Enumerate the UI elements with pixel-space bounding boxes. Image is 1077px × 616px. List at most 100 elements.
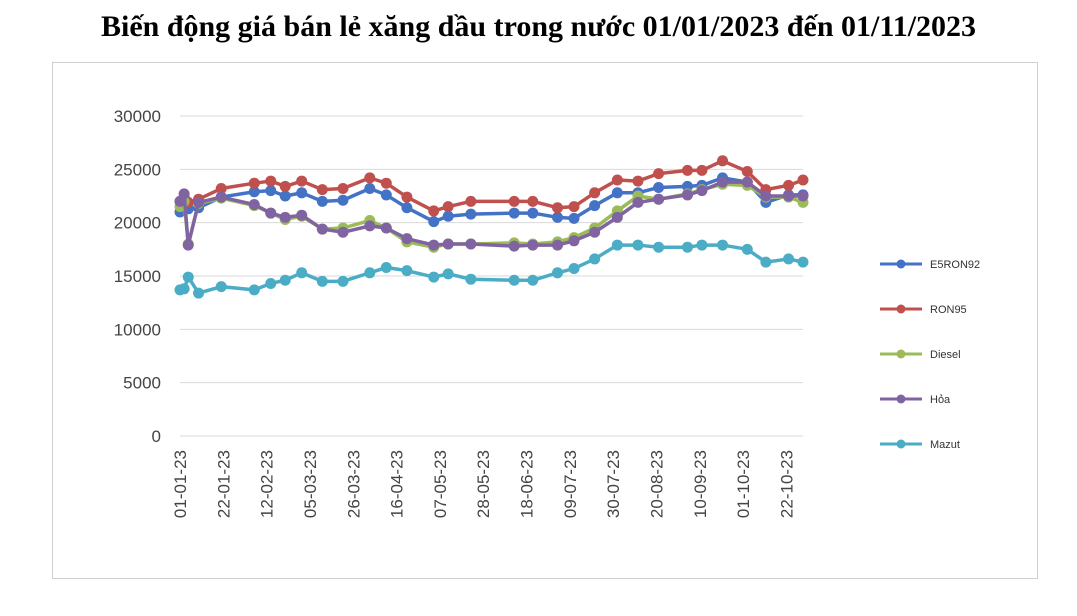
y-tick-label: 25000 xyxy=(114,160,161,179)
data-point xyxy=(265,207,277,219)
data-point xyxy=(465,195,477,207)
data-point xyxy=(717,239,729,251)
data-point xyxy=(508,274,520,286)
data-point xyxy=(681,189,693,201)
legend-swatch-marker xyxy=(896,394,906,404)
data-point xyxy=(193,287,205,299)
data-point xyxy=(760,190,772,202)
data-point xyxy=(364,183,376,195)
data-point xyxy=(380,261,392,273)
data-point xyxy=(783,253,795,265)
data-point xyxy=(741,165,753,177)
data-point xyxy=(364,267,376,279)
data-point xyxy=(527,195,539,207)
data-point xyxy=(265,277,277,289)
data-point xyxy=(465,238,477,250)
data-point xyxy=(568,201,580,213)
data-point xyxy=(508,240,520,252)
x-tick-label: 05-03-23 xyxy=(301,450,320,518)
data-point xyxy=(696,164,708,176)
x-axis-ticks: 01-01-23 22-01-23 12-02-23 05-03-23 26-03-23… xyxy=(171,450,796,518)
y-tick-label: 5000 xyxy=(123,374,161,393)
data-point xyxy=(215,191,227,203)
x-tick-label: 07-05-23 xyxy=(431,450,450,518)
x-tick-label: 01-10-23 xyxy=(734,450,753,518)
data-point xyxy=(380,177,392,189)
data-point xyxy=(568,212,580,224)
data-point xyxy=(589,253,601,265)
data-point xyxy=(337,183,349,195)
x-tick-label: 10-09-23 xyxy=(691,450,710,518)
y-tick-label: 15000 xyxy=(114,267,161,286)
data-point xyxy=(215,281,227,293)
x-tick-label: 01-01-23 xyxy=(171,450,190,518)
data-point xyxy=(568,235,580,247)
x-tick-label: 22-10-23 xyxy=(777,450,796,518)
data-point xyxy=(316,184,328,196)
legend-label: Mazut xyxy=(930,439,960,451)
data-point xyxy=(316,195,328,207)
data-point xyxy=(380,189,392,201)
x-tick-label: 12-02-23 xyxy=(258,450,277,518)
data-point xyxy=(337,194,349,206)
legend-swatch-marker xyxy=(896,439,906,449)
data-point xyxy=(611,239,623,251)
data-point xyxy=(380,222,392,234)
data-point xyxy=(568,263,580,275)
data-point xyxy=(182,239,194,251)
data-point xyxy=(401,233,413,245)
x-tick-label: 28-05-23 xyxy=(474,450,493,518)
data-point xyxy=(279,211,291,223)
data-point xyxy=(632,196,644,208)
data-point xyxy=(401,191,413,203)
legend-swatch-marker xyxy=(896,304,906,314)
y-tick-label: 30000 xyxy=(114,107,161,126)
chart-frame xyxy=(52,62,1038,579)
data-point xyxy=(193,196,205,208)
data-point xyxy=(248,186,260,198)
data-point xyxy=(428,239,440,251)
series-lines xyxy=(174,155,809,299)
x-tick-label: 09-07-23 xyxy=(561,450,580,518)
data-point xyxy=(178,188,190,200)
data-point xyxy=(401,202,413,214)
data-point xyxy=(296,209,308,221)
data-point xyxy=(552,202,564,214)
data-point xyxy=(442,201,454,213)
x-tick-label: 22-01-23 xyxy=(214,450,233,518)
data-point xyxy=(611,187,623,199)
data-point xyxy=(653,181,665,193)
data-point xyxy=(681,164,693,176)
data-point xyxy=(552,239,564,251)
x-tick-label: 18-06-23 xyxy=(518,450,537,518)
data-point xyxy=(552,267,564,279)
data-point xyxy=(265,175,277,187)
gridlines xyxy=(180,115,803,437)
data-point xyxy=(296,175,308,187)
data-point xyxy=(248,284,260,296)
legend-label: RON95 xyxy=(930,304,967,316)
data-point xyxy=(265,185,277,197)
data-point xyxy=(316,275,328,287)
data-point xyxy=(632,239,644,251)
data-point xyxy=(337,275,349,287)
data-point xyxy=(442,210,454,222)
legend-swatch-marker xyxy=(896,349,906,359)
data-point xyxy=(741,176,753,188)
data-point xyxy=(589,200,601,212)
data-point xyxy=(442,238,454,250)
chart-title: Biến động giá bán lẻ xăng dầu trong nước… xyxy=(100,10,977,43)
data-point xyxy=(465,273,477,285)
data-point xyxy=(508,195,520,207)
legend-label: E5RON92 xyxy=(930,259,980,271)
y-axis-ticks: 0 5000 10000 15000 20000 25000 30000 xyxy=(114,107,161,446)
legend-label: Hỏa xyxy=(930,394,951,406)
data-point xyxy=(428,205,440,217)
legend-label: Diesel xyxy=(930,349,961,361)
data-point xyxy=(632,175,644,187)
data-point xyxy=(248,177,260,189)
data-point xyxy=(681,241,693,253)
data-point xyxy=(611,174,623,186)
data-point xyxy=(465,208,477,220)
